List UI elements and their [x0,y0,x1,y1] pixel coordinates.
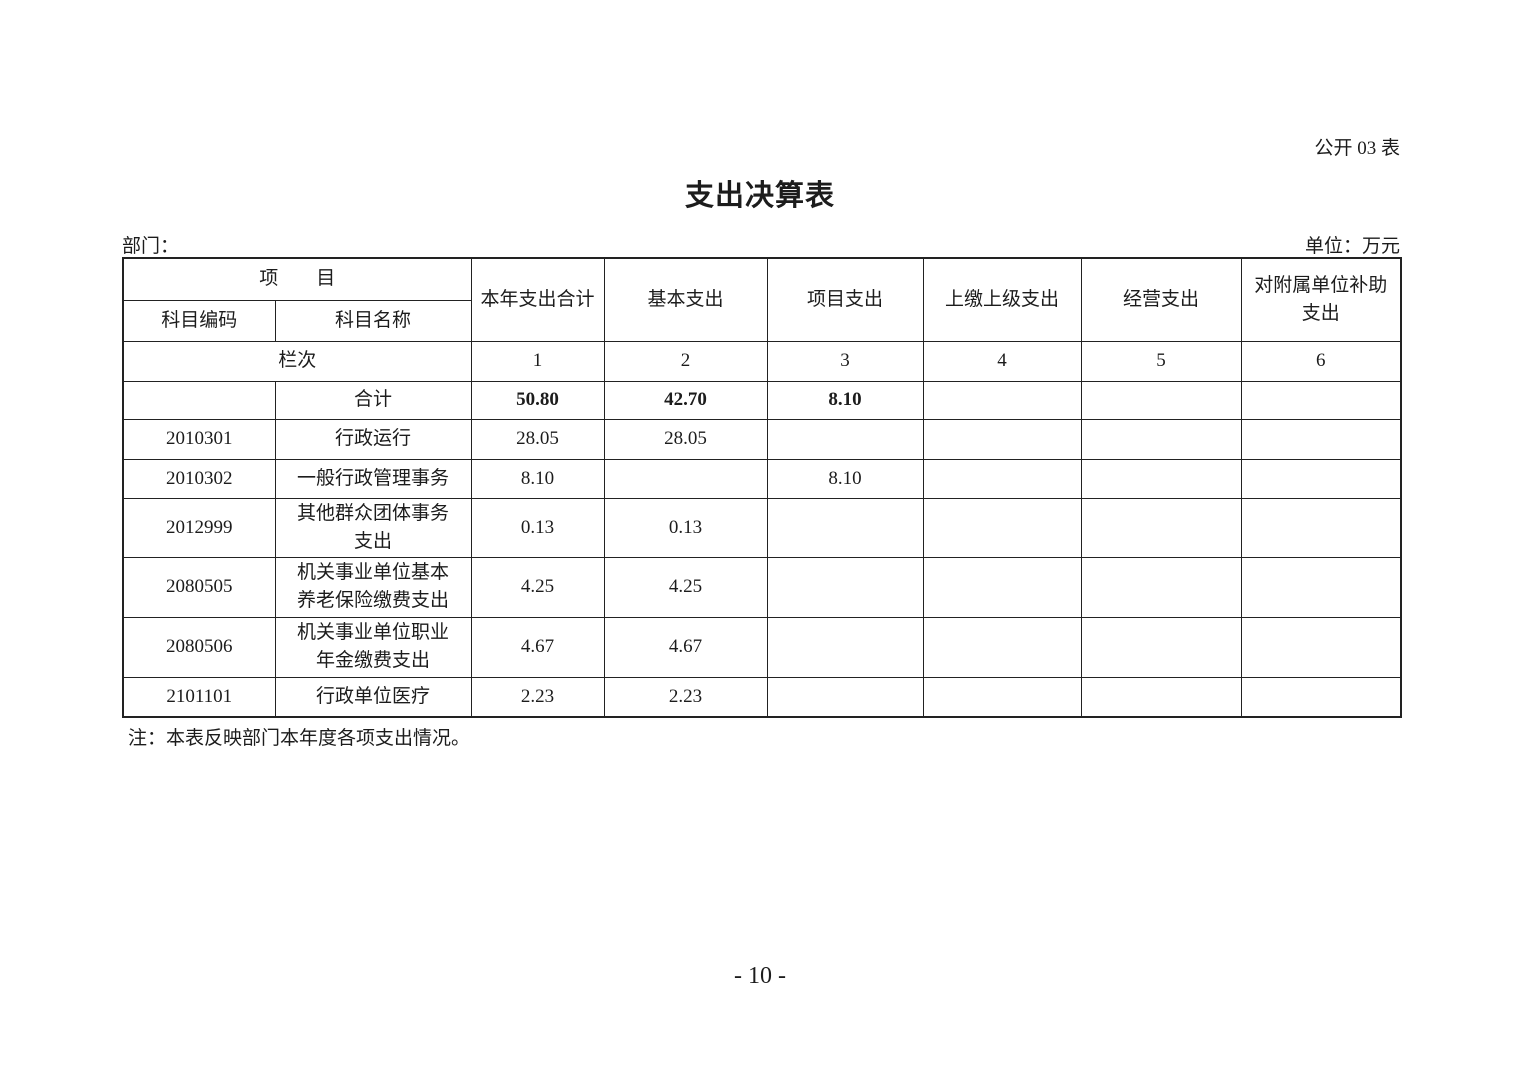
value-cell [766,616,924,678]
total-value-cell: 8.10 [766,380,924,420]
table-row: 2012999 其他群众团体事务 支出 0.13 0.13 [122,497,1402,558]
col-index-1: 1 [470,340,605,382]
code-cell: 2101101 [122,676,276,718]
unit-label: 单位：万元 [1304,236,1400,257]
value-cell [1240,556,1402,618]
code-cell: 2010301 [122,418,276,460]
code-cell: 2080505 [122,556,276,618]
total-value-cell [922,380,1082,420]
page-number: - 10 - [734,963,786,989]
header-col-operating: 经营支出 [1080,257,1242,342]
name-cell: 行政单位医疗 [274,676,472,718]
value-cell [922,458,1082,499]
total-name-cell: 合计 [274,380,472,420]
value-cell [922,616,1082,678]
value-cell [766,676,924,718]
table-container: 项 目 本年支出合计 基本支出 项目支出 上缴上级支出 经营支出 对附属单位补助… [122,257,1403,718]
value-cell [922,676,1082,718]
value-cell: 28.05 [470,418,605,460]
code-cell: 2010302 [122,458,276,499]
value-cell [766,418,924,460]
doc-type-label: 公开 03 表 [1314,138,1400,159]
table-row: 2010302 一般行政管理事务 8.10 8.10 [122,458,1402,499]
header-col-basic: 基本支出 [603,257,768,342]
value-cell [1080,458,1242,499]
value-cell: 2.23 [470,676,605,718]
value-cell [766,556,924,618]
value-cell [603,458,768,499]
value-cell [922,497,1082,558]
value-cell: 4.25 [470,556,605,618]
header-name-label: 科目名称 [274,299,472,342]
lanci-label: 栏次 [122,340,472,382]
name-cell: 行政运行 [274,418,472,460]
name-cell: 其他群众团体事务 支出 [274,497,472,558]
name-cell: 机关事业单位基本 养老保险缴费支出 [274,556,472,618]
meta-row: 部门： 单位：万元 [122,231,1400,258]
value-cell: 2.23 [603,676,768,718]
total-value-cell: 42.70 [603,380,768,420]
col-index-5: 5 [1080,340,1242,382]
header-col-total: 本年支出合计 [470,257,605,342]
value-cell: 4.67 [470,616,605,678]
col-index-3: 3 [766,340,924,382]
col-index-2: 2 [603,340,768,382]
table-row: 2080505 机关事业单位基本 养老保险缴费支出 4.25 4.25 [122,556,1402,618]
department-label: 部门： [122,236,180,257]
value-cell [766,497,924,558]
table-row: 2010301 行政运行 28.05 28.05 [122,418,1402,460]
value-cell [1240,616,1402,678]
value-cell [1080,497,1242,558]
header-col-upper: 上缴上级支出 [922,257,1082,342]
header-project-group: 项 目 [122,257,472,301]
total-value-cell: 50.80 [470,380,605,420]
value-cell: 28.05 [603,418,768,460]
header-col-subsidy: 对附属单位补助 支出 [1240,257,1402,342]
value-cell [1240,497,1402,558]
code-cell: 2012999 [122,497,276,558]
value-cell: 4.67 [603,616,768,678]
value-cell [1080,676,1242,718]
code-cell: 2080506 [122,616,276,678]
total-row: 合计 50.80 42.70 8.10 [122,380,1402,420]
value-cell: 8.10 [470,458,605,499]
value-cell [1080,418,1242,460]
table-row: 2080506 机关事业单位职业 年金缴费支出 4.67 4.67 [122,616,1402,678]
value-cell [922,556,1082,618]
page-title: 支出决算表 [684,180,835,212]
total-value-cell [1080,380,1242,420]
header-code-label: 科目编码 [122,299,276,342]
column-index-row: 栏次 1 2 3 4 5 6 [122,340,1402,382]
total-code-cell [122,380,276,420]
col-index-4: 4 [922,340,1082,382]
header-row-project: 项 目 本年支出合计 基本支出 项目支出 上缴上级支出 经营支出 对附属单位补助… [122,257,1402,342]
value-cell: 4.25 [603,556,768,618]
name-cell: 机关事业单位职业 年金缴费支出 [274,616,472,678]
total-value-cell [1240,380,1402,420]
value-cell [1240,458,1402,499]
value-cell: 8.10 [766,458,924,499]
table-row: 2101101 行政单位医疗 2.23 2.23 [122,676,1402,718]
value-cell [1240,418,1402,460]
header-row-sub: 科目编码 科目名称 [122,299,1401,342]
value-cell [1080,616,1242,678]
value-cell [1080,556,1242,618]
value-cell: 0.13 [470,497,605,558]
name-cell: 一般行政管理事务 [274,458,472,499]
col-index-6: 6 [1240,340,1402,382]
value-cell [1240,676,1402,718]
table-note: 注：本表反映部门本年度各项支出情况。 [128,728,471,749]
value-cell [922,418,1082,460]
value-cell: 0.13 [603,497,768,558]
expenditure-table: 项 目 本年支出合计 基本支出 项目支出 上缴上级支出 经营支出 对附属单位补助… [122,257,1403,718]
header-col-project-exp: 项目支出 [766,257,924,342]
